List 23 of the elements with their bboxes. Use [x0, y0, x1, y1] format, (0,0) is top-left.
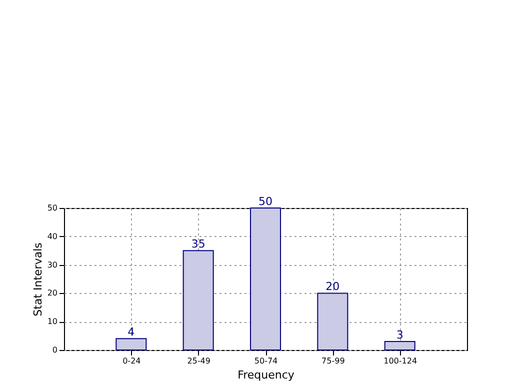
data-label: 4	[128, 326, 135, 339]
y-tick-label: 50	[47, 204, 58, 212]
data-label: 20	[326, 280, 340, 294]
bar	[317, 292, 348, 350]
x-tick-label: 0-24	[122, 356, 141, 366]
y-tick-label: 0	[52, 346, 58, 354]
x-tick-label: 100-124	[384, 356, 418, 366]
bar	[182, 250, 214, 350]
x-axis-title: Frequency	[238, 368, 295, 382]
y-tick-label: 10	[47, 317, 58, 326]
y-axis-title: Stat Intervals	[31, 242, 44, 316]
bar	[384, 340, 416, 350]
y-tick-label: 40	[47, 232, 58, 241]
data-label: 35	[191, 238, 206, 251]
y-tick-label: 30	[47, 260, 58, 270]
bar	[250, 208, 281, 350]
x-tick-label: 50-74	[254, 356, 278, 366]
x-tick-label: 75-99	[322, 356, 345, 366]
x-tick-label: 25-49	[187, 356, 210, 366]
data-label: 50	[258, 195, 272, 208]
data-label: 3	[396, 328, 404, 342]
y-tick-label: 20	[47, 288, 58, 298]
bar	[116, 338, 147, 350]
